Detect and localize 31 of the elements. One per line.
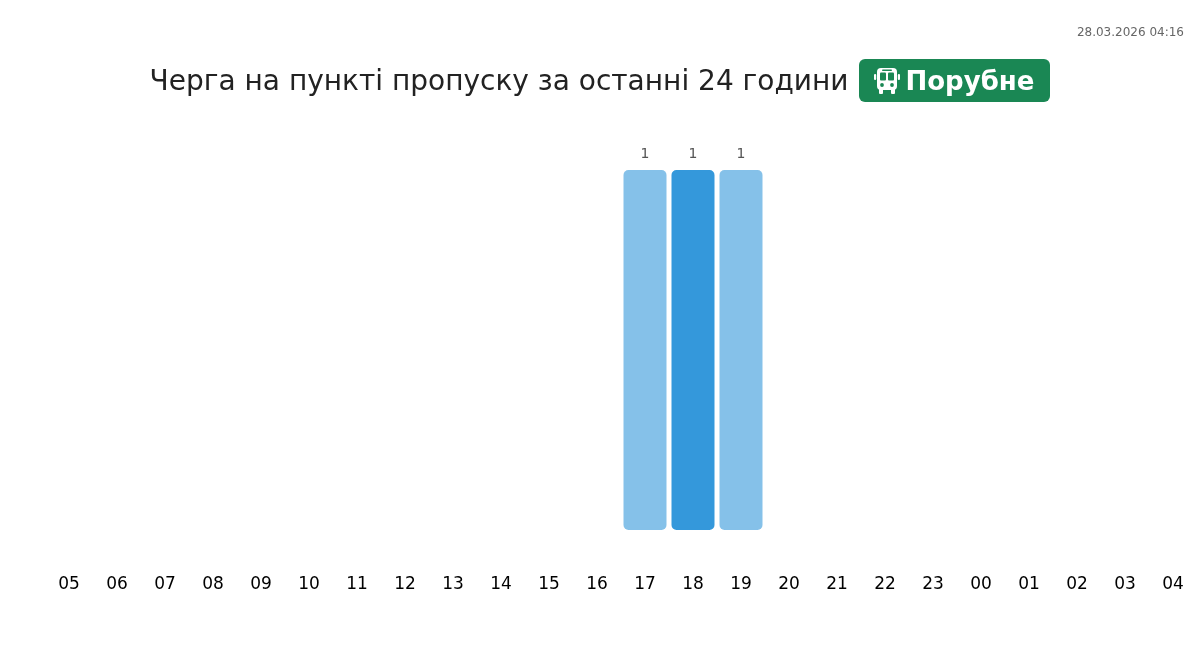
x-tick-label: 01 (1018, 573, 1040, 594)
x-tick-label: 05 (58, 573, 80, 594)
x-tick-label: 10 (298, 573, 320, 594)
x-tick-label: 07 (154, 573, 176, 594)
chart-subtitle: Порубне (905, 65, 1035, 96)
x-tick-label: 12 (394, 573, 416, 594)
chart-title: Черга на пункті пропуску за останні 24 години (149, 64, 849, 97)
x-tick-label: 18 (682, 573, 704, 594)
x-tick-label: 23 (922, 573, 944, 594)
data-label: 1 (640, 145, 650, 161)
x-tick-label: 03 (1114, 573, 1136, 594)
x-tick-label: 04 (1162, 573, 1184, 594)
x-tick-label: 22 (874, 573, 896, 594)
x-tick-label: 15 (538, 573, 560, 594)
x-tick-label: 21 (826, 573, 848, 594)
x-tick-label: 08 (202, 573, 224, 594)
x-tick-label: 11 (346, 573, 368, 594)
x-tick-label: 17 (634, 573, 656, 594)
x-tick-label: 09 (250, 573, 272, 594)
badge: Порубне (858, 59, 1051, 102)
x-tick-label: 20 (778, 573, 800, 594)
x-tick-label: 00 (970, 573, 992, 594)
data-label: 1 (688, 145, 698, 161)
x-tick-label: 06 (106, 573, 128, 594)
x-tick-label: 02 (1066, 573, 1088, 594)
x-tick-label: 13 (442, 573, 464, 594)
x-tick-label: 19 (730, 573, 752, 594)
x-tick-label: 16 (586, 573, 608, 594)
data-label: 1 (736, 145, 746, 161)
text: 28.03.2026 04:16 (1076, 25, 1184, 40)
x-tick-label: 14 (490, 573, 512, 594)
